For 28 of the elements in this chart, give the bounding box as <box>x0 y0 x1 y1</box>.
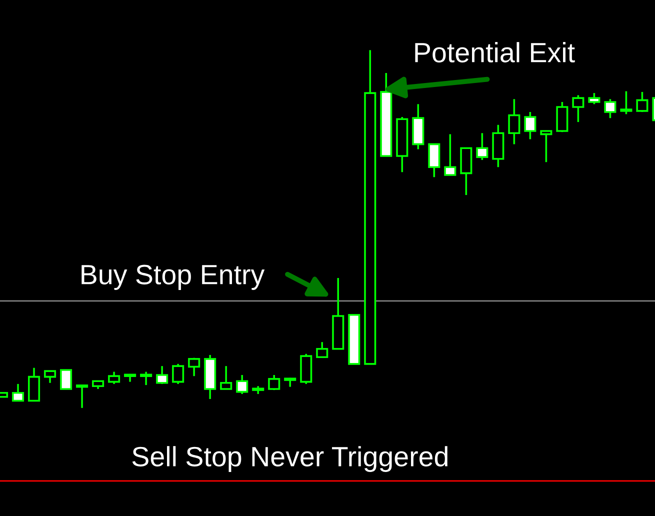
candlestick <box>140 370 152 386</box>
candlestick <box>508 98 520 146</box>
annotation: Potential Exit <box>415 42 575 62</box>
annotation: Buy Stop Entry <box>82 264 265 290</box>
candlestick <box>620 90 632 116</box>
candlestick <box>588 92 600 106</box>
candlestick <box>60 369 72 390</box>
candlestick <box>172 363 184 385</box>
candlestick <box>636 91 648 113</box>
candlestick <box>476 132 488 161</box>
candlestick <box>268 374 280 391</box>
candlestick <box>188 356 200 377</box>
candlestick <box>108 370 120 385</box>
candlestick <box>28 366 40 402</box>
candlestick <box>236 374 248 395</box>
candlestick <box>524 111 536 140</box>
candlestick <box>220 365 232 390</box>
candlestick <box>604 98 616 119</box>
candlestick <box>44 370 56 384</box>
candlestick <box>156 365 168 385</box>
candlestick <box>12 383 24 402</box>
candlestick <box>572 94 584 123</box>
candlestick <box>428 143 440 178</box>
candlestick <box>444 133 456 176</box>
candlestick <box>556 101 568 133</box>
candlestick <box>540 130 552 164</box>
candlestick <box>316 341 328 358</box>
ref-line-label: Sell Stop Never Triggered <box>132 446 448 472</box>
